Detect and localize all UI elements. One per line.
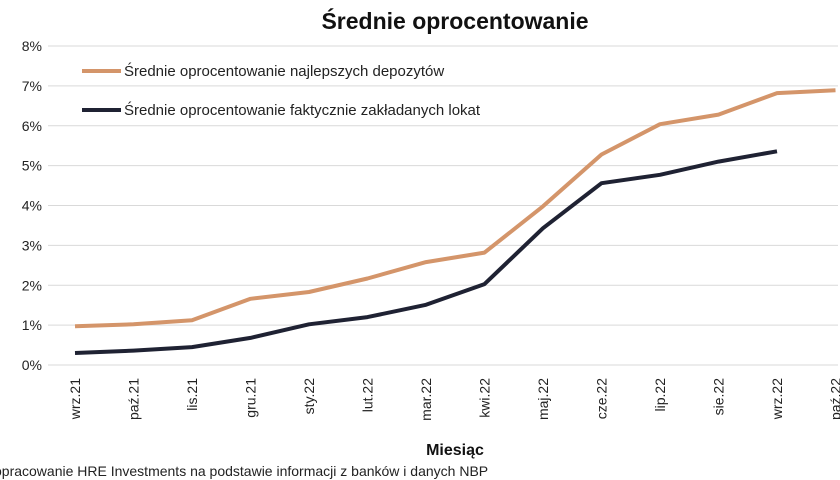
- x-axis-ticks: wrz.21 paź.21 lis.21 gru.21 sty.22 lut.22 mar.…: [67, 378, 840, 421]
- x-tick-label: paź.22: [828, 378, 840, 420]
- series-line-1: [74, 88, 836, 329]
- legend-label-2: Średnie oprocentowanie faktycznie zakład…: [124, 101, 481, 119]
- x-tick-label: lut.22: [360, 378, 376, 412]
- x-tick-label: wrz.22: [769, 378, 785, 420]
- y-tick-label: 8%: [22, 38, 42, 54]
- y-tick-label: 3%: [22, 237, 42, 253]
- y-tick-label: 1%: [22, 317, 42, 333]
- series-line-2: [74, 149, 778, 355]
- series-lines: [74, 88, 836, 355]
- legend-label-1: Średnie oprocentowanie najlepszych depoz…: [124, 62, 444, 80]
- y-axis-ticks: 0% 1% 2% 3% 4% 5% 6% 7% 8%: [22, 38, 42, 373]
- gridlines: [48, 45, 838, 366]
- x-tick-label: cze.22: [594, 378, 610, 419]
- y-tick-label: 4%: [22, 198, 42, 214]
- x-tick-label: maj.22: [535, 378, 551, 420]
- x-axis-label: Miesiąc: [426, 442, 484, 459]
- legend: Średnie oprocentowanie najlepszych depoz…: [82, 62, 481, 119]
- x-tick-label: wrz.21: [67, 378, 83, 420]
- x-tick-label: lip.22: [652, 378, 668, 412]
- x-tick-label: paź.21: [126, 378, 142, 420]
- x-tick-label: lis.21: [184, 378, 200, 411]
- y-tick-label: 6%: [22, 118, 42, 134]
- source-footnote: opracowanie HRE Investments na podstawie…: [0, 463, 488, 479]
- y-tick-label: 0%: [22, 357, 42, 373]
- x-tick-label: sie.22: [711, 378, 727, 416]
- chart-title: Średnie oprocentowanie: [321, 7, 588, 34]
- x-tick-label: sty.22: [301, 378, 317, 415]
- y-tick-label: 2%: [22, 277, 42, 293]
- x-tick-label: kwi.22: [477, 378, 493, 418]
- y-tick-label: 5%: [22, 158, 42, 174]
- x-tick-label: mar.22: [418, 378, 434, 421]
- y-tick-label: 7%: [22, 78, 42, 94]
- x-tick-label: gru.21: [243, 378, 259, 418]
